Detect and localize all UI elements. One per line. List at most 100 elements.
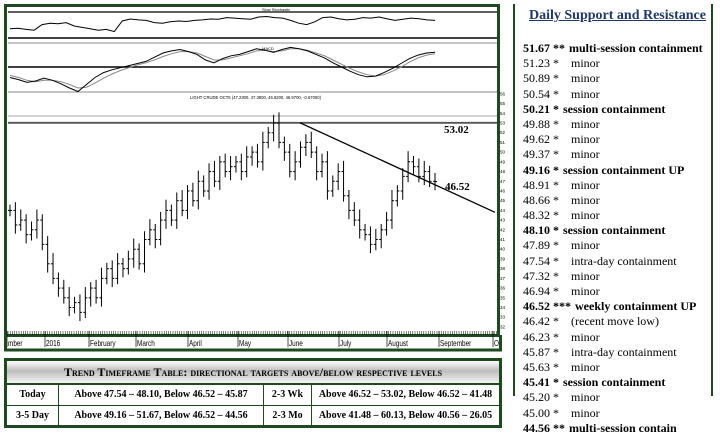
level-note: intra-day containment: [571, 253, 677, 268]
price-chart: Slow Stochastic MACD LIGHT CRUDE OCT6 (47.…: [4, 7, 506, 352]
level-note: minor: [571, 71, 600, 86]
y-tick-label: 44: [500, 208, 506, 213]
level-item: 46.94 * minor: [523, 284, 703, 299]
y-tick-label: 40: [500, 247, 506, 252]
level-stars: **: [553, 420, 565, 435]
x-tick-label: April: [189, 338, 202, 348]
level-stars: *: [553, 359, 559, 374]
level-item: 45.63 * minor: [523, 360, 703, 375]
level-value: 48.91: [523, 177, 550, 192]
level-stars: *: [553, 177, 559, 192]
level-item: 49.88 * minor: [523, 117, 703, 132]
level-item: 47.54 * intra-day containment: [523, 254, 703, 269]
x-tick-label: September: [440, 338, 472, 348]
level-stars: *: [553, 238, 559, 253]
level-value: 45.00: [523, 405, 550, 420]
y-tick-label: 36: [500, 286, 506, 291]
support-resistance-list: 51.67 ** multi-session containment 51.23 * mi…: [523, 41, 703, 436]
y-tick-label: 37: [500, 276, 506, 281]
table-row: Today Above 47.54 – 48.10, Below 46.52 –…: [7, 385, 499, 406]
x-tick-label: July: [340, 338, 352, 348]
level-note: minor: [571, 390, 600, 405]
level-item: 46.52 *** weekly containment UP: [523, 299, 703, 314]
level-item: 50.89 * minor: [523, 71, 703, 86]
level-value: 51.23: [523, 56, 550, 71]
level-stars: *: [553, 147, 559, 162]
level-item: 48.10 * session containment: [523, 223, 703, 238]
level-note: (recent move low): [571, 314, 659, 329]
level-value: 45.41: [523, 375, 550, 390]
x-tick-label: May: [239, 338, 251, 348]
timeframe-targets: Above 46.52 – 53.02, Below 46.52 – 41.48: [318, 389, 493, 400]
y-tick-label: 42: [500, 227, 506, 232]
level-value: 48.32: [523, 208, 550, 223]
y-tick-label: 50: [500, 150, 506, 155]
level-value: 50.54: [523, 86, 550, 101]
level-item: 50.21 * session containment: [523, 102, 703, 117]
level-note: minor: [571, 132, 600, 147]
level-note: session containment: [563, 101, 666, 116]
level-note: minor: [571, 329, 600, 344]
level-value: 46.23: [523, 329, 550, 344]
level-item: 50.54 * minor: [523, 87, 703, 102]
level-stars: *: [553, 390, 559, 405]
timeframe-label: Today: [7, 385, 59, 405]
level-value: 48.10: [523, 223, 550, 238]
level-note: session containment UP: [563, 162, 685, 177]
level-value: 49.16: [523, 162, 550, 177]
level-note: intra-day containment: [571, 344, 677, 359]
y-tick-label: 55: [500, 101, 506, 106]
level-value: 44.56: [523, 420, 550, 435]
level-stars: *: [553, 405, 559, 420]
level-stars: *: [553, 86, 559, 101]
table-row: 3-5 Day Above 49.16 – 51.67, Below 46.52…: [7, 406, 499, 426]
y-tick-label: 53: [500, 121, 506, 126]
level-note: session containment: [563, 223, 666, 238]
level-note: minor: [571, 359, 600, 374]
y-tick-label: 38: [500, 266, 506, 271]
level-value: 45.20: [523, 390, 550, 405]
level-item: 46.23 * minor: [523, 330, 703, 345]
y-tick-label: 48: [500, 169, 506, 174]
level-note: weekly containment UP: [575, 299, 697, 314]
level-note: minor: [571, 116, 600, 131]
level-stars: *: [553, 162, 559, 177]
y-tick-label: 56: [500, 91, 506, 96]
level-stars: *: [553, 208, 559, 223]
level-item: 45.41 * session containment: [523, 375, 703, 390]
level-item: 45.00 * minor: [523, 406, 703, 421]
trend-timeframe-table: Trend Timeframe Table: directional targe…: [4, 358, 502, 428]
level-note: minor: [571, 284, 600, 298]
resistance-label: 53.02: [444, 124, 469, 136]
level-value: 45.87: [523, 344, 550, 359]
level-item: 49.62 * minor: [523, 132, 703, 147]
x-tick-label: February: [90, 338, 116, 348]
timeframe-label: 2-3 Mo: [264, 406, 312, 426]
level-note: multi-session contain: [569, 420, 677, 435]
support-resistance-title: Daily Support and Resistance: [529, 8, 706, 23]
level-value: 46.42: [523, 314, 550, 329]
level-note: minor: [571, 192, 600, 207]
level-value: 46.94: [523, 284, 550, 298]
level-value: 49.88: [523, 116, 550, 131]
y-tick-label: 35: [500, 295, 506, 300]
timeframe-label: 3-5 Day: [7, 406, 59, 426]
level-value: 47.54: [523, 253, 550, 268]
level-stars: *: [553, 116, 559, 131]
level-value: 45.63: [523, 359, 550, 374]
level-item: 45.87 * intra-day containment: [523, 345, 703, 360]
timeframe-label: 2-3 Wk: [264, 385, 312, 405]
level-item: 46.42 * (recent move low): [523, 314, 703, 329]
level-item: 47.32 * minor: [523, 269, 703, 284]
y-tick-label: 46: [500, 188, 506, 193]
level-stars: *: [553, 192, 559, 207]
level-item: 44.56 ** multi-session contain: [523, 421, 703, 436]
x-tick-label: August: [388, 338, 408, 348]
level-note: minor: [571, 147, 600, 162]
y-tick-label: 39: [500, 256, 506, 261]
macd-line: [9, 46, 436, 93]
y-tick-label: 51: [500, 140, 506, 145]
level-stars: *: [553, 223, 559, 238]
timeframe-targets: Above 47.54 – 48.10, Below 46.52 – 45.87: [59, 385, 264, 405]
level-item: 48.32 * minor: [523, 208, 703, 223]
